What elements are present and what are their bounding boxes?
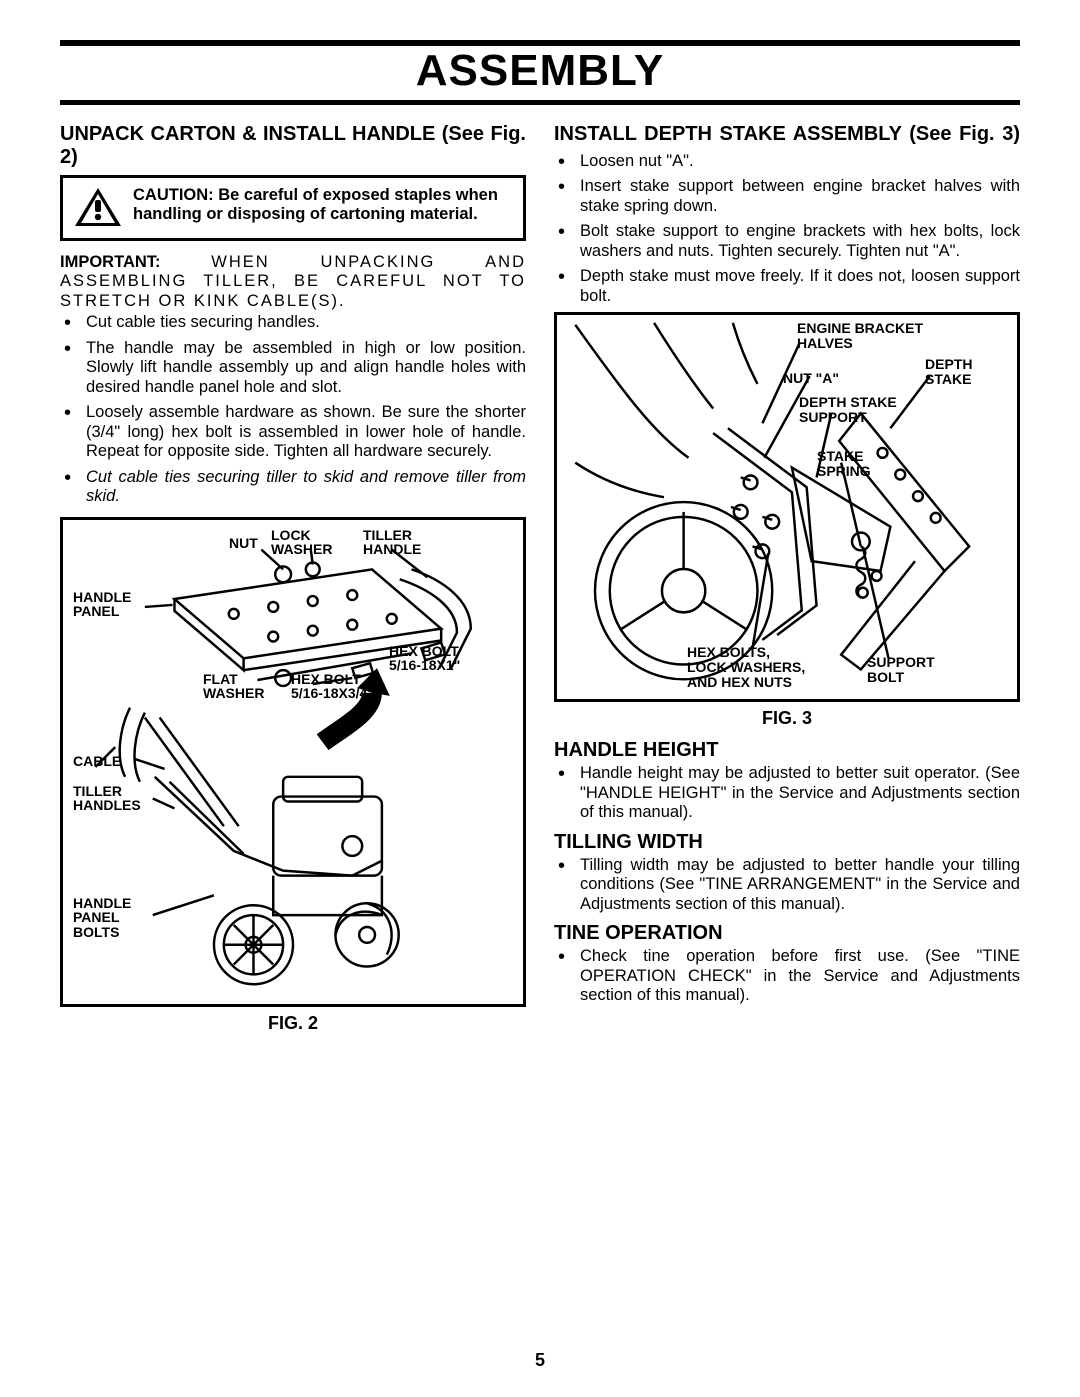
handle-height-list: Handle height may be adjusted to better … (554, 764, 1020, 822)
fig-label-support-bolt: SUPPORT BOLT (867, 655, 935, 684)
page-number: 5 (0, 1350, 1080, 1371)
list-item: Check tine operation before first use. (… (554, 947, 1020, 1005)
tilling-width-list: Tilling width may be adjusted to better … (554, 856, 1020, 914)
list-item: Cut cable ties securing tiller to skid a… (60, 468, 526, 507)
fig-label-stake-spring: STAKE SPRING (817, 449, 871, 478)
list-item: Loosen nut "A". (554, 152, 1020, 171)
fig-label-cable: CABLE (73, 754, 121, 769)
fig-label-lock-washer: LOCK WASHER (271, 528, 332, 557)
fig-label-tiller-handles: TILLER HANDLES (73, 784, 141, 813)
list-item: Bolt stake support to engine brackets wi… (554, 222, 1020, 261)
page-title: ASSEMBLY (416, 46, 664, 95)
mid-rule (60, 100, 1020, 105)
figure-3: ENGINE BRACKET HALVES NUT "A" DEPTH STAK… (554, 312, 1020, 702)
right-column: INSTALL DEPTH STAKE ASSEMBLY (See Fig. 3… (554, 123, 1020, 1044)
list-item: Insert stake support between engine brac… (554, 177, 1020, 216)
list-item: Loosely assemble hardware as shown. Be s… (60, 403, 526, 461)
title-row: ASSEMBLY (60, 46, 1020, 100)
columns: UNPACK CARTON & INSTALL HANDLE (See Fig.… (60, 123, 1020, 1044)
figure-3-caption: FIG. 3 (554, 708, 1020, 729)
fig-label-hex-bolt-1: HEX BOLT 5/16-18X1" (389, 644, 460, 673)
fig-label-hex-bolts: HEX BOLTS, LOCK WASHERS, AND HEX NUTS (687, 645, 805, 689)
fig-label-handle-panel: HANDLE PANEL (73, 590, 131, 619)
fig-label-depth-stake: DEPTH STAKE (925, 357, 972, 386)
fig-label-nut: NUT (229, 536, 258, 551)
figure-2-caption: FIG. 2 (60, 1013, 526, 1034)
list-item: The handle may be assembled in high or l… (60, 339, 526, 397)
warning-triangle-icon (73, 186, 123, 230)
manual-page: ASSEMBLY UNPACK CARTON & INSTALL HANDLE … (0, 0, 1080, 1064)
right-instruction-list: Loosen nut "A". Insert stake support bet… (554, 152, 1020, 306)
list-item: Cut cable ties securing handles. (60, 313, 526, 332)
tilling-width-head: TILLING WIDTH (554, 831, 1020, 854)
left-column: UNPACK CARTON & INSTALL HANDLE (See Fig.… (60, 123, 526, 1044)
caution-box: CAUTION: Be careful of exposed staples w… (60, 175, 526, 241)
caution-text: CAUTION: Be careful of exposed staples w… (133, 186, 513, 224)
fig-label-nut-a: NUT "A" (783, 371, 839, 386)
fig-label-engine-bracket: ENGINE BRACKET HALVES (797, 321, 923, 350)
list-item: Tilling width may be adjusted to better … (554, 856, 1020, 914)
fig-label-tiller-handle-top: TILLER HANDLE (363, 528, 421, 557)
important-note: IMPORTANT: WHEN UNPACKING AND ASSEMBLING… (60, 253, 526, 311)
fig-label-hex-bolt-34: HEX BOLT 5/16-18X3/4" (291, 672, 374, 701)
fig-label-flat-washer: FLAT WASHER (203, 672, 264, 701)
fig-label-depth-stake-support: DEPTH STAKE SUPPORT (799, 395, 897, 424)
list-item: Handle height may be adjusted to better … (554, 764, 1020, 822)
important-lead: IMPORTANT: (60, 253, 161, 271)
figure-2-svg (63, 520, 523, 1004)
figure-2: NUT LOCK WASHER TILLER HANDLE HANDLE PAN… (60, 517, 526, 1007)
right-heading: INSTALL DEPTH STAKE ASSEMBLY (See Fig. 3… (554, 123, 1020, 146)
handle-height-head: HANDLE HEIGHT (554, 739, 1020, 762)
left-heading: UNPACK CARTON & INSTALL HANDLE (See Fig.… (60, 123, 526, 169)
list-item: Depth stake must move freely. If it does… (554, 267, 1020, 306)
tine-operation-list: Check tine operation before first use. (… (554, 947, 1020, 1005)
fig-label-handle-panel-bolts: HANDLE PANEL BOLTS (73, 896, 131, 940)
tine-operation-head: TINE OPERATION (554, 922, 1020, 945)
left-instruction-list: Cut cable ties securing handles. The han… (60, 313, 526, 506)
